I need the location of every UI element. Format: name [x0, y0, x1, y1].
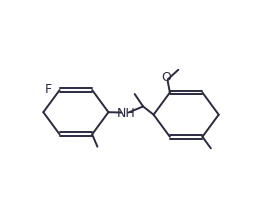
Text: NH: NH — [116, 107, 135, 119]
Text: F: F — [45, 83, 52, 96]
Text: O: O — [161, 71, 171, 84]
